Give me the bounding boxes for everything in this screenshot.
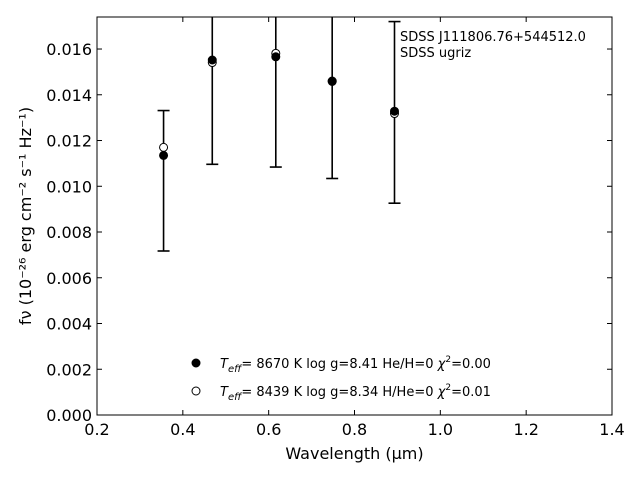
legend-entry-text: Teff= 8439 K log g=8.34 H/He=0 χ2=0.01 xyxy=(220,383,491,403)
y-axis-label: fν (10⁻²⁶ erg cm⁻² s⁻¹ Hz⁻¹) xyxy=(16,107,35,325)
legend-marker-open xyxy=(191,386,201,396)
y-tick-label: 0.008 xyxy=(46,223,92,242)
x-tick-label: 0.8 xyxy=(342,420,367,439)
y-tick-label: 0.012 xyxy=(46,132,92,151)
y-tick-label: 0.004 xyxy=(46,315,92,334)
data-point-filled xyxy=(327,76,337,86)
data-point-filled xyxy=(207,55,217,65)
data-point-filled xyxy=(159,150,169,160)
x-ticks-group: 0.2 0.4 0.6 0.8 1.0 1.2 1.4 xyxy=(84,17,625,439)
legend: Teff= 8670 K log g=8.41 He/H=0 χ2=0.00 Te… xyxy=(191,355,491,403)
x-axis-label: Wavelength (μm) xyxy=(285,444,423,463)
annotation-line: SDSS J111806.76+544512.0 xyxy=(400,30,586,45)
legend-entry-text: Teff= 8670 K log g=8.41 He/H=0 χ2=0.00 xyxy=(220,355,491,375)
errorbars-group xyxy=(157,17,401,252)
markers-group xyxy=(159,48,399,160)
data-point-open xyxy=(159,142,169,152)
annotation-line: SDSS ugriz xyxy=(400,46,471,61)
y-tick-label: 0.000 xyxy=(46,406,92,425)
x-tick-label: 0.4 xyxy=(170,420,195,439)
data-point-filled xyxy=(389,106,399,116)
y-ticks-group: 0.000 0.002 0.004 0.006 0.008 0.010 0.012 0.014… xyxy=(46,40,612,425)
legend-marker-filled xyxy=(191,358,201,368)
y-tick-label: 0.016 xyxy=(46,40,92,59)
plot-frame xyxy=(96,16,613,416)
y-tick-label: 0.010 xyxy=(46,177,92,196)
x-tick-label: 1.0 xyxy=(428,420,453,439)
data-point-filled xyxy=(271,52,281,62)
x-tick-label: 1.2 xyxy=(513,420,538,439)
x-tick-label: 0.6 xyxy=(256,420,281,439)
x-tick-label: 1.4 xyxy=(599,420,624,439)
y-tick-label: 0.006 xyxy=(46,269,92,288)
x-tick-label: 0.2 xyxy=(84,420,109,439)
y-tick-label: 0.014 xyxy=(46,86,92,105)
y-tick-label: 0.002 xyxy=(46,360,92,379)
